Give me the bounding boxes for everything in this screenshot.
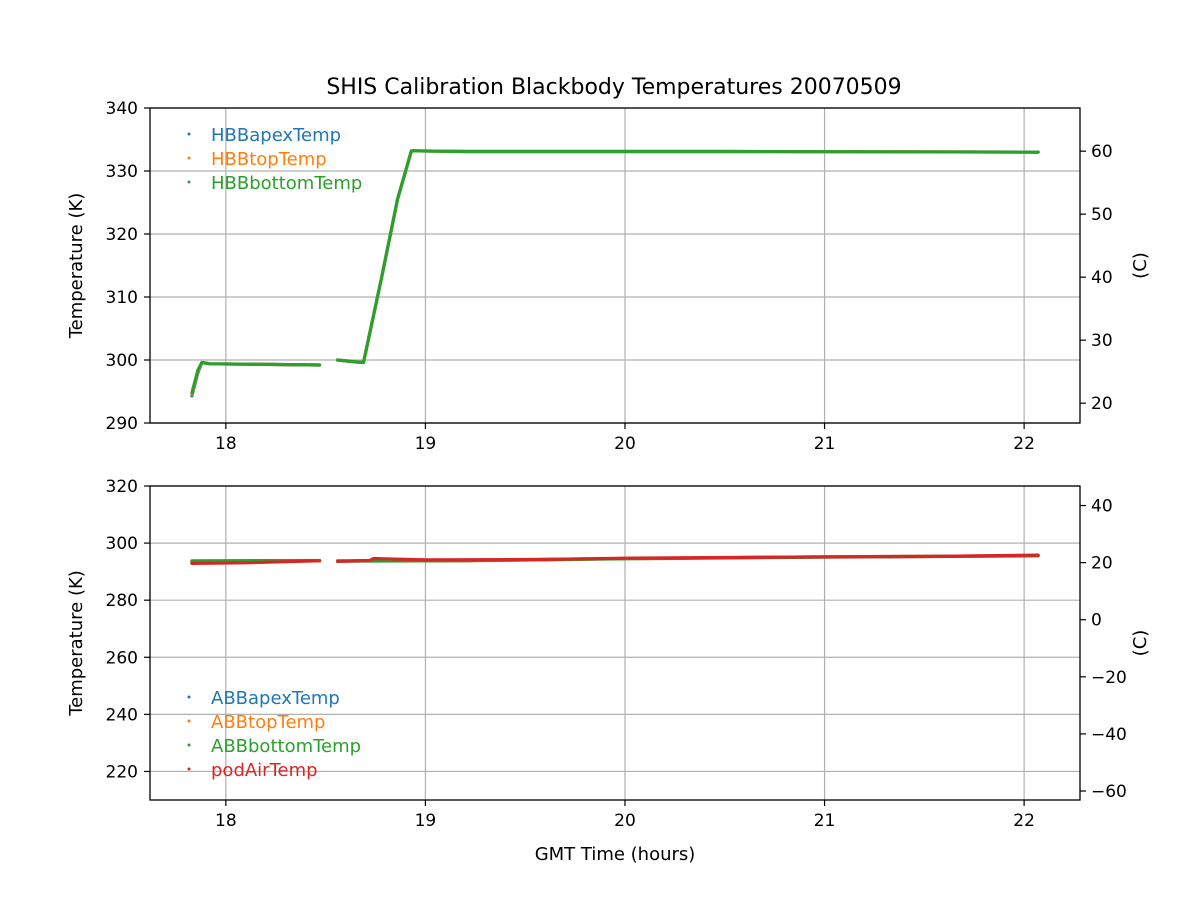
top-panel-hbb: 18 19 20 21 22 290 300 310 320 330 340 20 30 40 50 60 T…	[66, 99, 1151, 454]
series-trace	[336, 553, 1040, 563]
bottom-panel-series	[190, 553, 1040, 565]
y2-tick-label: 40	[1091, 268, 1113, 288]
y-tick-label: 300	[106, 534, 138, 554]
legend-marker	[187, 695, 191, 699]
y-tick-label: 260	[106, 648, 138, 668]
y2-tick-label: 0	[1091, 611, 1102, 631]
top-panel-ylabel: Temperature (K)	[66, 193, 87, 340]
top-panel-y2label: (C)	[1130, 252, 1151, 279]
x-tick-label: 20	[614, 434, 636, 454]
legend-label: ABBtopTemp	[211, 712, 325, 733]
series-podAirTemp	[190, 553, 1040, 565]
legend-label: HBBapexTemp	[211, 125, 341, 146]
bottom-panel-abb: 18 19 20 21 22 220 240 260 280 300 320 −60 −40 −20 0 20…	[66, 477, 1151, 865]
series-trace	[336, 149, 1040, 365]
y-tick-label: 320	[106, 477, 138, 497]
bottom-panel-y2label: (C)	[1130, 630, 1151, 657]
x-tick-label: 19	[415, 434, 437, 454]
y-tick-label: 320	[106, 225, 138, 245]
top-panel-series	[190, 149, 1040, 398]
x-tick-label: 20	[614, 811, 636, 831]
legend-label: podAirTemp	[211, 760, 318, 781]
y-tick-label: 220	[106, 762, 138, 782]
x-tick-label: 19	[415, 811, 437, 831]
legend-item: ABBtopTemp	[187, 712, 325, 733]
top-panel-frame	[149, 107, 1081, 424]
bottom-panel-ylabel: Temperature (K)	[66, 570, 87, 717]
bottom-panel-legend: ABBapexTemp ABBtopTemp ABBbottomTemp podAir…	[187, 688, 361, 781]
bottom-panel-ticks: 18 19 20 21 22 220 240 260 280 300 320 −60 −40 −20 0 20…	[106, 477, 1127, 831]
y2-tick-label: 20	[1091, 394, 1113, 414]
y-tick-label: 310	[106, 288, 138, 308]
x-tick-label: 18	[215, 434, 237, 454]
legend-item: ABBbottomTemp	[187, 736, 361, 757]
y2-tick-label: 60	[1091, 142, 1113, 162]
y2-tick-label: 40	[1091, 497, 1113, 517]
series-trace	[336, 149, 1040, 365]
legend-item: ABBapexTemp	[187, 688, 340, 709]
legend-label: HBBbottomTemp	[211, 173, 362, 194]
x-tick-label: 18	[215, 811, 237, 831]
top-panel-legend: HBBapexTemp HBBtopTemp HBBbottomTemp	[187, 125, 362, 194]
legend-label: ABBapexTemp	[211, 688, 340, 709]
x-tick-label: 22	[1013, 811, 1035, 831]
series-trace	[190, 360, 322, 395]
legend-item: podAirTemp	[187, 760, 318, 781]
y2-tick-label: −20	[1091, 668, 1127, 688]
top-panel-ticks: 18 19 20 21 22 290 300 310 320 330 340 20 30 40 50 60	[106, 99, 1113, 454]
bottom-panel-xlabel: GMT Time (hours)	[535, 844, 696, 865]
y2-tick-label: 20	[1091, 554, 1113, 574]
series-trace	[190, 360, 322, 398]
chart-title: SHIS Calibration Blackbody Temperatures …	[326, 75, 901, 100]
legend-item: HBBtopTemp	[187, 149, 327, 170]
y2-tick-label: 30	[1091, 331, 1113, 351]
x-tick-label: 22	[1013, 434, 1035, 454]
series-trace	[336, 149, 1040, 365]
y-tick-label: 340	[106, 99, 138, 119]
legend-label: ABBbottomTemp	[211, 736, 361, 757]
legend-marker	[187, 156, 191, 160]
legend-item: HBBapexTemp	[187, 125, 341, 146]
legend-label: HBBtopTemp	[211, 149, 327, 170]
y-tick-label: 330	[106, 162, 138, 182]
x-tick-label: 21	[814, 434, 836, 454]
y2-tick-label: −60	[1091, 782, 1127, 802]
legend-marker	[187, 180, 191, 184]
y-tick-label: 300	[106, 351, 138, 371]
legend-marker	[187, 719, 191, 723]
bottom-panel-frame	[149, 485, 1081, 801]
y-tick-label: 280	[106, 591, 138, 611]
y-tick-label: 290	[106, 414, 138, 434]
series-trace	[190, 559, 322, 565]
series-HBBbottomTemp	[190, 149, 1040, 395]
x-tick-label: 21	[814, 811, 836, 831]
series-trace	[190, 360, 322, 396]
y2-tick-label: −40	[1091, 725, 1127, 745]
legend-item: HBBbottomTemp	[187, 173, 362, 194]
y2-tick-label: 50	[1091, 205, 1113, 225]
legend-marker	[187, 767, 191, 771]
y-tick-label: 240	[106, 705, 138, 725]
legend-marker	[187, 132, 191, 136]
legend-marker	[187, 743, 191, 747]
